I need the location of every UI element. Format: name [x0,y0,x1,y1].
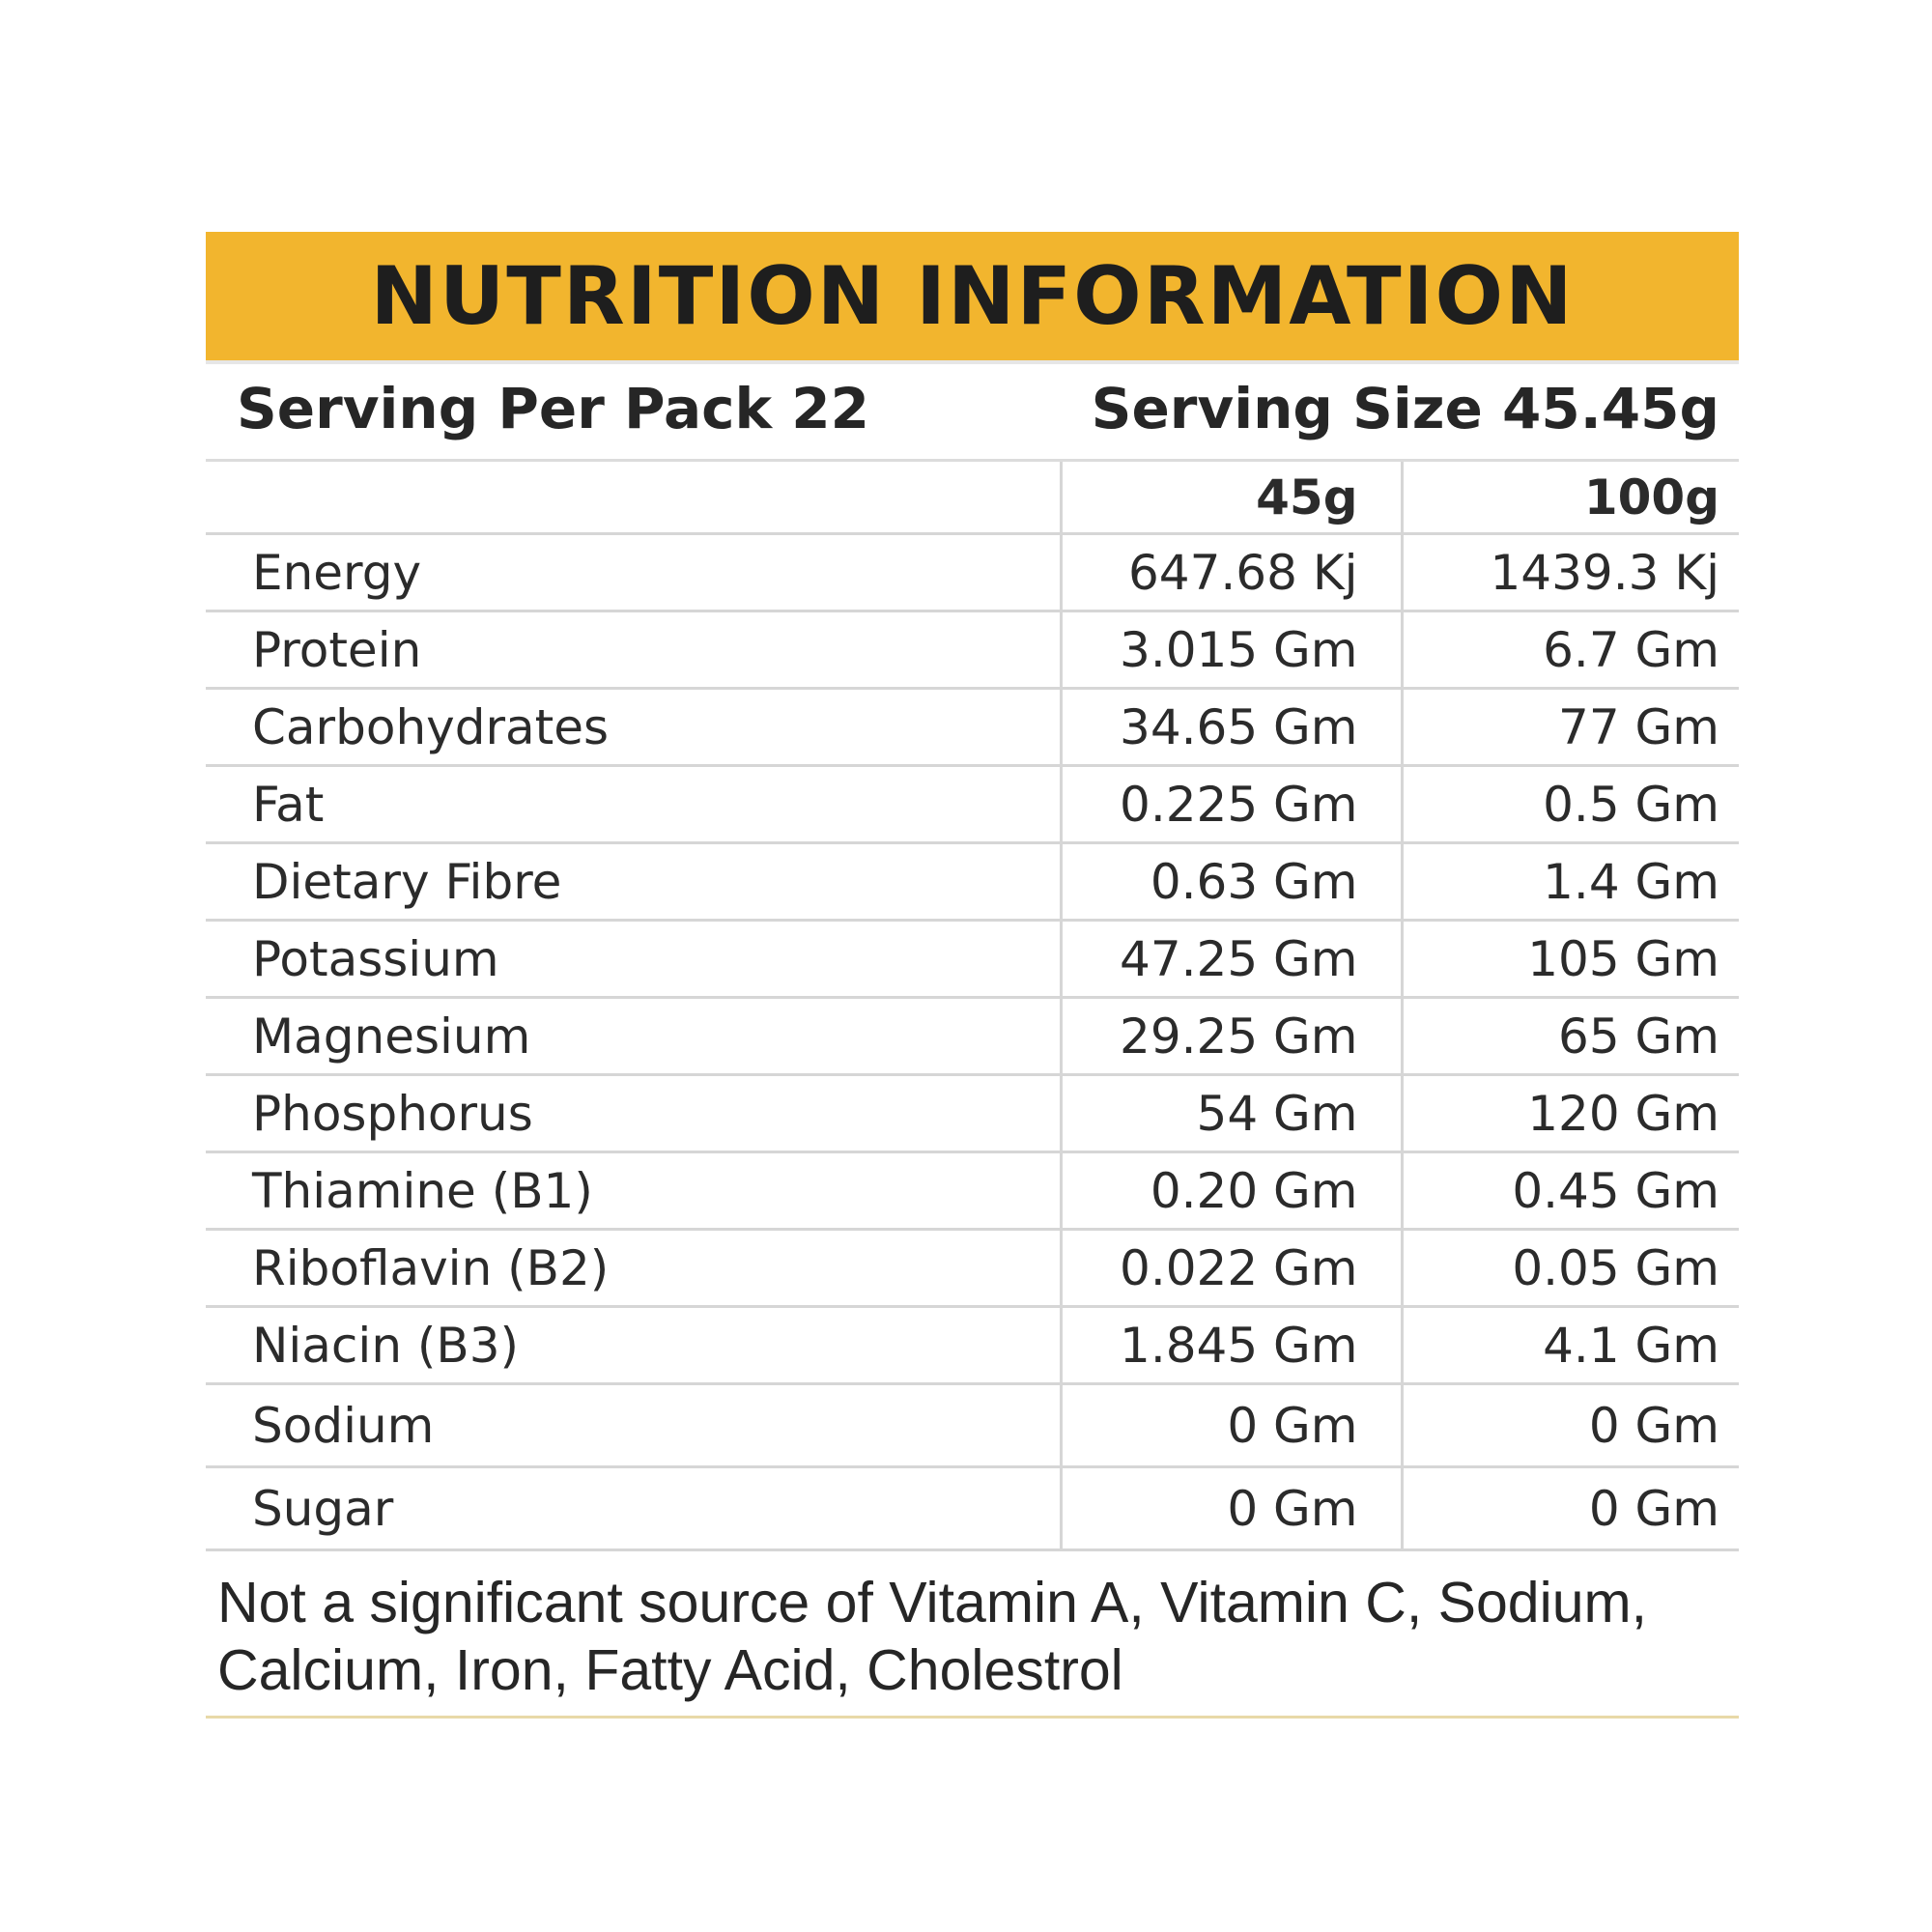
table-row: Dietary Fibre 0.63 Gm 1.4 Gm [206,842,1739,922]
nutrient-name: Sodium [206,1383,1061,1468]
value-per-45g: 0 Gm [1059,1466,1402,1551]
table-row: Fat 0.225 Gm 0.5 Gm [206,765,1739,844]
value-per-45g: 3.015 Gm [1059,611,1402,690]
nutrient-name: Niacin (B3) [206,1306,1061,1385]
footnote: Not a significant source of Vitamin A, V… [206,1551,1739,1719]
nutrient-name: Riboflavin (B2) [206,1229,1061,1308]
nutrient-name: Carbohydrates [206,688,1061,767]
table-row: Carbohydrates 34.65 Gm 77 Gm [206,688,1739,767]
nutrition-table: 45g 100g Energy 647.68 Kj 1439.3 Kj Prot… [206,462,1739,1551]
value-per-45g: 0.225 Gm [1059,765,1402,844]
nutrient-name: Potassium [206,920,1061,999]
table-row: Protein 3.015 Gm 6.7 Gm [206,611,1739,690]
table-row: Phosphorus 54 Gm 120 Gm [206,1074,1739,1153]
title-divider [206,360,1739,364]
value-per-45g: 0.63 Gm [1059,842,1402,922]
nutrition-panel: NUTRITION INFORMATION Serving Per Pack 2… [206,232,1739,1719]
value-per-45g: 0.022 Gm [1059,1229,1402,1308]
nutrient-name: Energy [206,533,1061,612]
value-per-45g: 0 Gm [1059,1383,1402,1468]
value-per-45g: 34.65 Gm [1059,688,1402,767]
value-per-45g: 0.20 Gm [1059,1151,1402,1231]
serving-info: Serving Per Pack 22 Serving Size 45.45g [206,364,1739,462]
footnote-line: Calcium, Iron, Fatty Acid, Cholestrol [217,1638,1123,1702]
table-row: Sodium 0 Gm 0 Gm [206,1383,1739,1468]
column-header-45g: 45g [1059,462,1402,535]
nutrient-name: Fat [206,765,1061,844]
nutrient-name: Protein [206,611,1061,690]
value-per-45g: 29.25 Gm [1059,997,1402,1076]
value-per-100g: 105 Gm [1400,920,1739,999]
table-row: Sugar 0 Gm 0 Gm [206,1466,1739,1551]
value-per-100g: 6.7 Gm [1400,611,1739,690]
nutrient-name: Thiamine (B1) [206,1151,1061,1231]
table-row: Niacin (B3) 1.845 Gm 4.1 Gm [206,1306,1739,1385]
value-per-45g: 54 Gm [1059,1074,1402,1153]
value-per-100g: 1.4 Gm [1400,842,1739,922]
value-per-100g: 0.5 Gm [1400,765,1739,844]
value-per-100g: 0.45 Gm [1400,1151,1739,1231]
value-per-100g: 1439.3 Kj [1400,533,1739,612]
value-per-100g: 4.1 Gm [1400,1306,1739,1385]
value-per-100g: 0 Gm [1400,1466,1739,1551]
title-bar: NUTRITION INFORMATION [206,232,1739,360]
table-header-row: 45g 100g [206,462,1739,535]
nutrient-name: Dietary Fibre [206,842,1061,922]
table-row: Riboflavin (B2) 0.022 Gm 0.05 Gm [206,1229,1739,1308]
value-per-100g: 65 Gm [1400,997,1739,1076]
column-header-nutrient [206,462,1061,535]
value-per-100g: 0 Gm [1400,1383,1739,1468]
column-header-100g: 100g [1400,462,1739,535]
value-per-100g: 120 Gm [1400,1074,1739,1153]
table-row: Magnesium 29.25 Gm 65 Gm [206,997,1739,1076]
value-per-100g: 0.05 Gm [1400,1229,1739,1308]
nutrient-name: Sugar [206,1466,1061,1551]
table-row: Thiamine (B1) 0.20 Gm 0.45 Gm [206,1151,1739,1231]
panel-title: NUTRITION INFORMATION [370,249,1575,343]
table-row: Energy 647.68 Kj 1439.3 Kj [206,533,1739,612]
nutrient-name: Phosphorus [206,1074,1061,1153]
value-per-45g: 47.25 Gm [1059,920,1402,999]
value-per-45g: 647.68 Kj [1059,533,1402,612]
table-row: Potassium 47.25 Gm 105 Gm [206,920,1739,999]
footnote-line: Not a significant source of Vitamin A, V… [217,1571,1648,1634]
value-per-100g: 77 Gm [1400,688,1739,767]
nutrient-name: Magnesium [206,997,1061,1076]
serving-per-pack: Serving Per Pack 22 [237,376,869,441]
serving-size: Serving Size 45.45g [1091,376,1719,441]
value-per-45g: 1.845 Gm [1059,1306,1402,1385]
